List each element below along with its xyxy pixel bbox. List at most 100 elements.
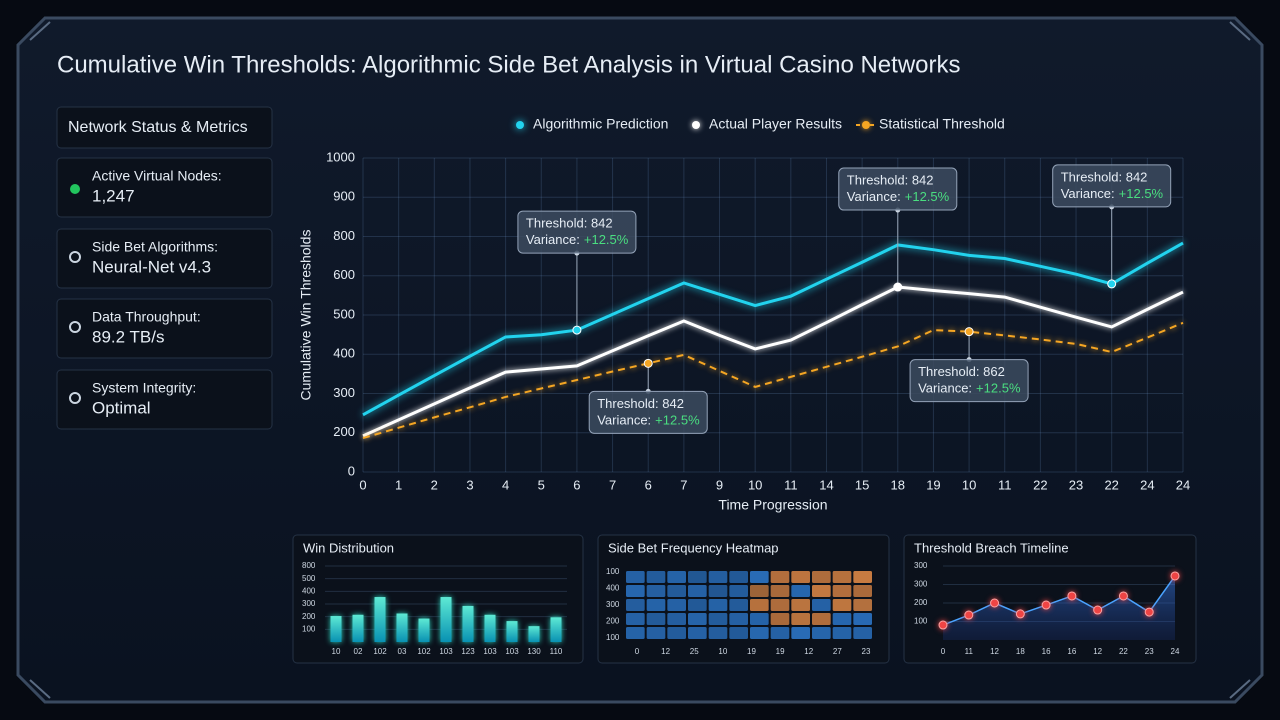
- sidebar-header: [56, 106, 273, 149]
- heat-cell: [626, 571, 645, 583]
- bar: [352, 614, 364, 642]
- x-tick-label: 24: [1171, 647, 1180, 656]
- breach-point: [938, 620, 948, 630]
- callout-box: [909, 359, 1029, 403]
- x-tick-label: 10: [332, 647, 341, 656]
- variance-label: Variance:: [526, 233, 580, 248]
- metric-icon: [69, 251, 81, 263]
- heat-cell: [791, 571, 810, 583]
- metric-icon: [69, 321, 81, 333]
- x-tick-label: 16: [1067, 647, 1076, 656]
- x-tick-label: 12: [661, 647, 670, 656]
- x-tick-label: 0: [635, 647, 640, 656]
- callout-variance: Variance: +12.5%: [847, 189, 950, 204]
- x-tick-label: 103: [505, 647, 519, 656]
- heat-cell: [667, 613, 686, 625]
- heat-cell: [729, 599, 748, 611]
- heat-cell: [750, 585, 769, 597]
- x-tick-label: 123: [461, 647, 475, 656]
- y-tick-label: 300: [914, 561, 928, 570]
- heat-cell: [853, 571, 872, 583]
- heat-cell: [729, 613, 748, 625]
- variance-label: Variance:: [597, 413, 651, 428]
- heat-cell: [626, 613, 645, 625]
- callout-threshold: Threshold: 842: [847, 172, 934, 187]
- y-tick-label: 300: [333, 385, 355, 400]
- y-tick-label: 300: [302, 599, 316, 608]
- x-tick-label: 102: [417, 647, 431, 656]
- x-tick-label: 19: [776, 647, 785, 656]
- metric-value: 89.2 TB/s: [92, 327, 164, 346]
- heat-cell: [646, 599, 666, 611]
- bar: [550, 617, 562, 642]
- heat-cell: [729, 627, 748, 639]
- x-tick-label: 11: [784, 477, 798, 492]
- x-tick-label: 11: [998, 477, 1012, 492]
- y-tick-label: 200: [333, 424, 355, 439]
- heat-cell: [729, 585, 748, 597]
- heat-cell: [812, 599, 831, 611]
- variance-label: Variance:: [847, 189, 901, 204]
- heat-cell: [770, 613, 790, 625]
- bar: [528, 626, 540, 642]
- heat-cell: [750, 571, 769, 583]
- x-tick-label: 1: [395, 477, 402, 492]
- x-tick-label: 103: [483, 647, 497, 656]
- breach-point: [990, 598, 1000, 608]
- breach-point: [1170, 571, 1180, 581]
- x-tick-label: 18: [891, 477, 905, 492]
- variance-value: +12.5%: [905, 189, 950, 204]
- heat-cell: [667, 571, 686, 583]
- y-tick-label: 100: [606, 633, 620, 642]
- heat-cell: [646, 613, 666, 625]
- x-tick-label: 23: [862, 647, 871, 656]
- y-tick-label: 500: [333, 306, 355, 321]
- bar: [462, 605, 474, 642]
- heat-cell: [770, 585, 790, 597]
- metric-value: 1,247: [92, 186, 135, 205]
- legend-label: Actual Player Results: [709, 116, 842, 132]
- x-tick-label: 22: [1033, 477, 1047, 492]
- x-tick-label: 12: [804, 647, 813, 656]
- bar: [484, 614, 496, 642]
- breach-point: [1093, 605, 1103, 615]
- y-tick-label: 300: [606, 600, 620, 609]
- heat-cell: [688, 585, 707, 597]
- x-tick-label: 4: [502, 477, 509, 492]
- frame-corners: [29, 21, 1251, 699]
- breach-point: [1015, 609, 1025, 619]
- x-tick-label: 9: [716, 477, 723, 492]
- breach-point: [1118, 591, 1128, 601]
- heat-cell: [750, 627, 769, 639]
- heat-cell: [708, 613, 728, 625]
- x-tick-label: 27: [833, 647, 842, 656]
- y-tick-label: 100: [302, 624, 316, 633]
- legend-swatch: [862, 121, 870, 129]
- bar: [440, 597, 452, 642]
- metric-icon: [69, 392, 81, 404]
- callout-variance: Variance: +12.5%: [1061, 186, 1164, 201]
- series-line: [362, 285, 1184, 438]
- heat-cell: [791, 599, 810, 611]
- metric-card: [56, 369, 273, 430]
- heat-cell: [750, 613, 769, 625]
- callout-variance: Variance: +12.5%: [526, 233, 629, 248]
- x-axis-label: Time Progression: [718, 497, 827, 513]
- metric-label: Data Throughput:: [92, 309, 201, 325]
- heat-cell: [667, 627, 686, 639]
- y-tick-label: 300: [914, 580, 928, 589]
- heat-cell: [688, 627, 707, 639]
- heat-cell: [832, 571, 852, 583]
- x-tick-label: 15: [855, 477, 869, 492]
- sidebar-title: Network Status & Metrics: [68, 119, 248, 136]
- callout-threshold: Threshold: 862: [918, 364, 1005, 379]
- callout-box: [588, 390, 708, 434]
- variance-label: Variance:: [1061, 186, 1115, 201]
- sidebar: Network Status & Metrics Active Virtual …: [56, 106, 273, 430]
- callout-variance: Variance: +12.5%: [597, 413, 700, 428]
- x-tick-label: 22: [1104, 477, 1118, 492]
- metric-value: Optimal: [92, 398, 151, 417]
- highlight-point: [643, 358, 653, 368]
- bar: [506, 621, 518, 642]
- x-tick-label: 0: [941, 647, 946, 656]
